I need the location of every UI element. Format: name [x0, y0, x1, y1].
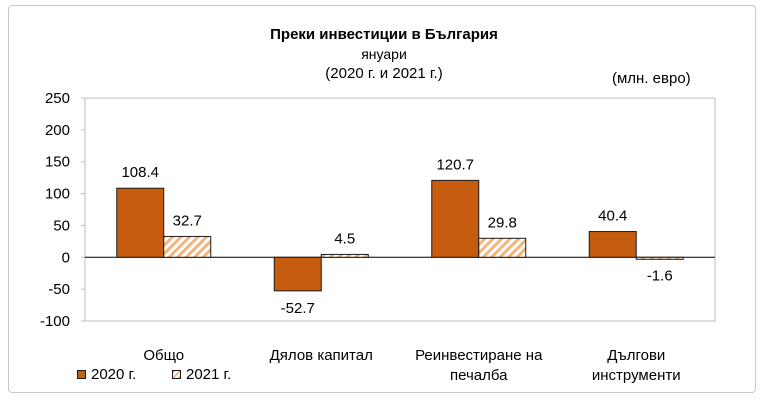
- category-label: инструменти: [592, 367, 681, 384]
- bar-2020: [116, 187, 165, 258]
- chart-frame: [8, 5, 756, 393]
- category-label: Дялов капитал: [270, 347, 373, 364]
- y-tick-label: 50: [53, 217, 70, 234]
- y-tick-label: 250: [45, 90, 70, 107]
- y-tick-label: -100: [40, 313, 70, 330]
- data-label: 40.4: [598, 208, 627, 225]
- bar-2020: [431, 179, 480, 258]
- data-label: 29.8: [488, 214, 517, 231]
- legend-label-2020: 2020 г.: [91, 366, 137, 383]
- bar-2021: [478, 237, 527, 258]
- bar-2021: [163, 235, 212, 258]
- chart-subtitle: януари: [361, 46, 407, 62]
- data-label: 32.7: [173, 212, 202, 229]
- bar-2021: [635, 256, 684, 260]
- category-label: Общо: [143, 347, 184, 364]
- data-label: -52.7: [281, 300, 315, 317]
- y-tick-label: 0: [62, 249, 70, 266]
- plot-area-border: [84, 97, 716, 322]
- bar-2020: [588, 231, 637, 258]
- legend-label-2021: 2021 г.: [186, 366, 232, 383]
- category-label: Дългови: [607, 347, 665, 364]
- y-tick-label: 200: [45, 122, 70, 139]
- legend-swatch-2021: [172, 370, 181, 379]
- y-tick-label: -50: [48, 281, 70, 298]
- legend-item-2021: 2021 г.: [172, 366, 231, 383]
- legend-swatch-2020: [77, 370, 86, 379]
- data-label: 4.5: [334, 230, 355, 247]
- data-label: -1.6: [647, 267, 673, 284]
- bar-2020: [273, 256, 322, 292]
- chart-period: (2020 г. и 2021 г.): [325, 65, 443, 82]
- data-label: 108.4: [121, 164, 159, 181]
- y-tick-label: 100: [45, 186, 70, 203]
- chart-title: Преки инвестиции в България: [270, 26, 498, 43]
- bar-2021: [320, 253, 369, 258]
- category-label: Реинвестиране на: [415, 347, 543, 364]
- legend-item-2020: 2020 г.: [77, 366, 136, 383]
- y-tick-label: 150: [45, 154, 70, 171]
- data-label: 120.7: [436, 156, 474, 173]
- category-label: печалба: [450, 367, 508, 384]
- unit-label: (млн. евро): [612, 70, 691, 87]
